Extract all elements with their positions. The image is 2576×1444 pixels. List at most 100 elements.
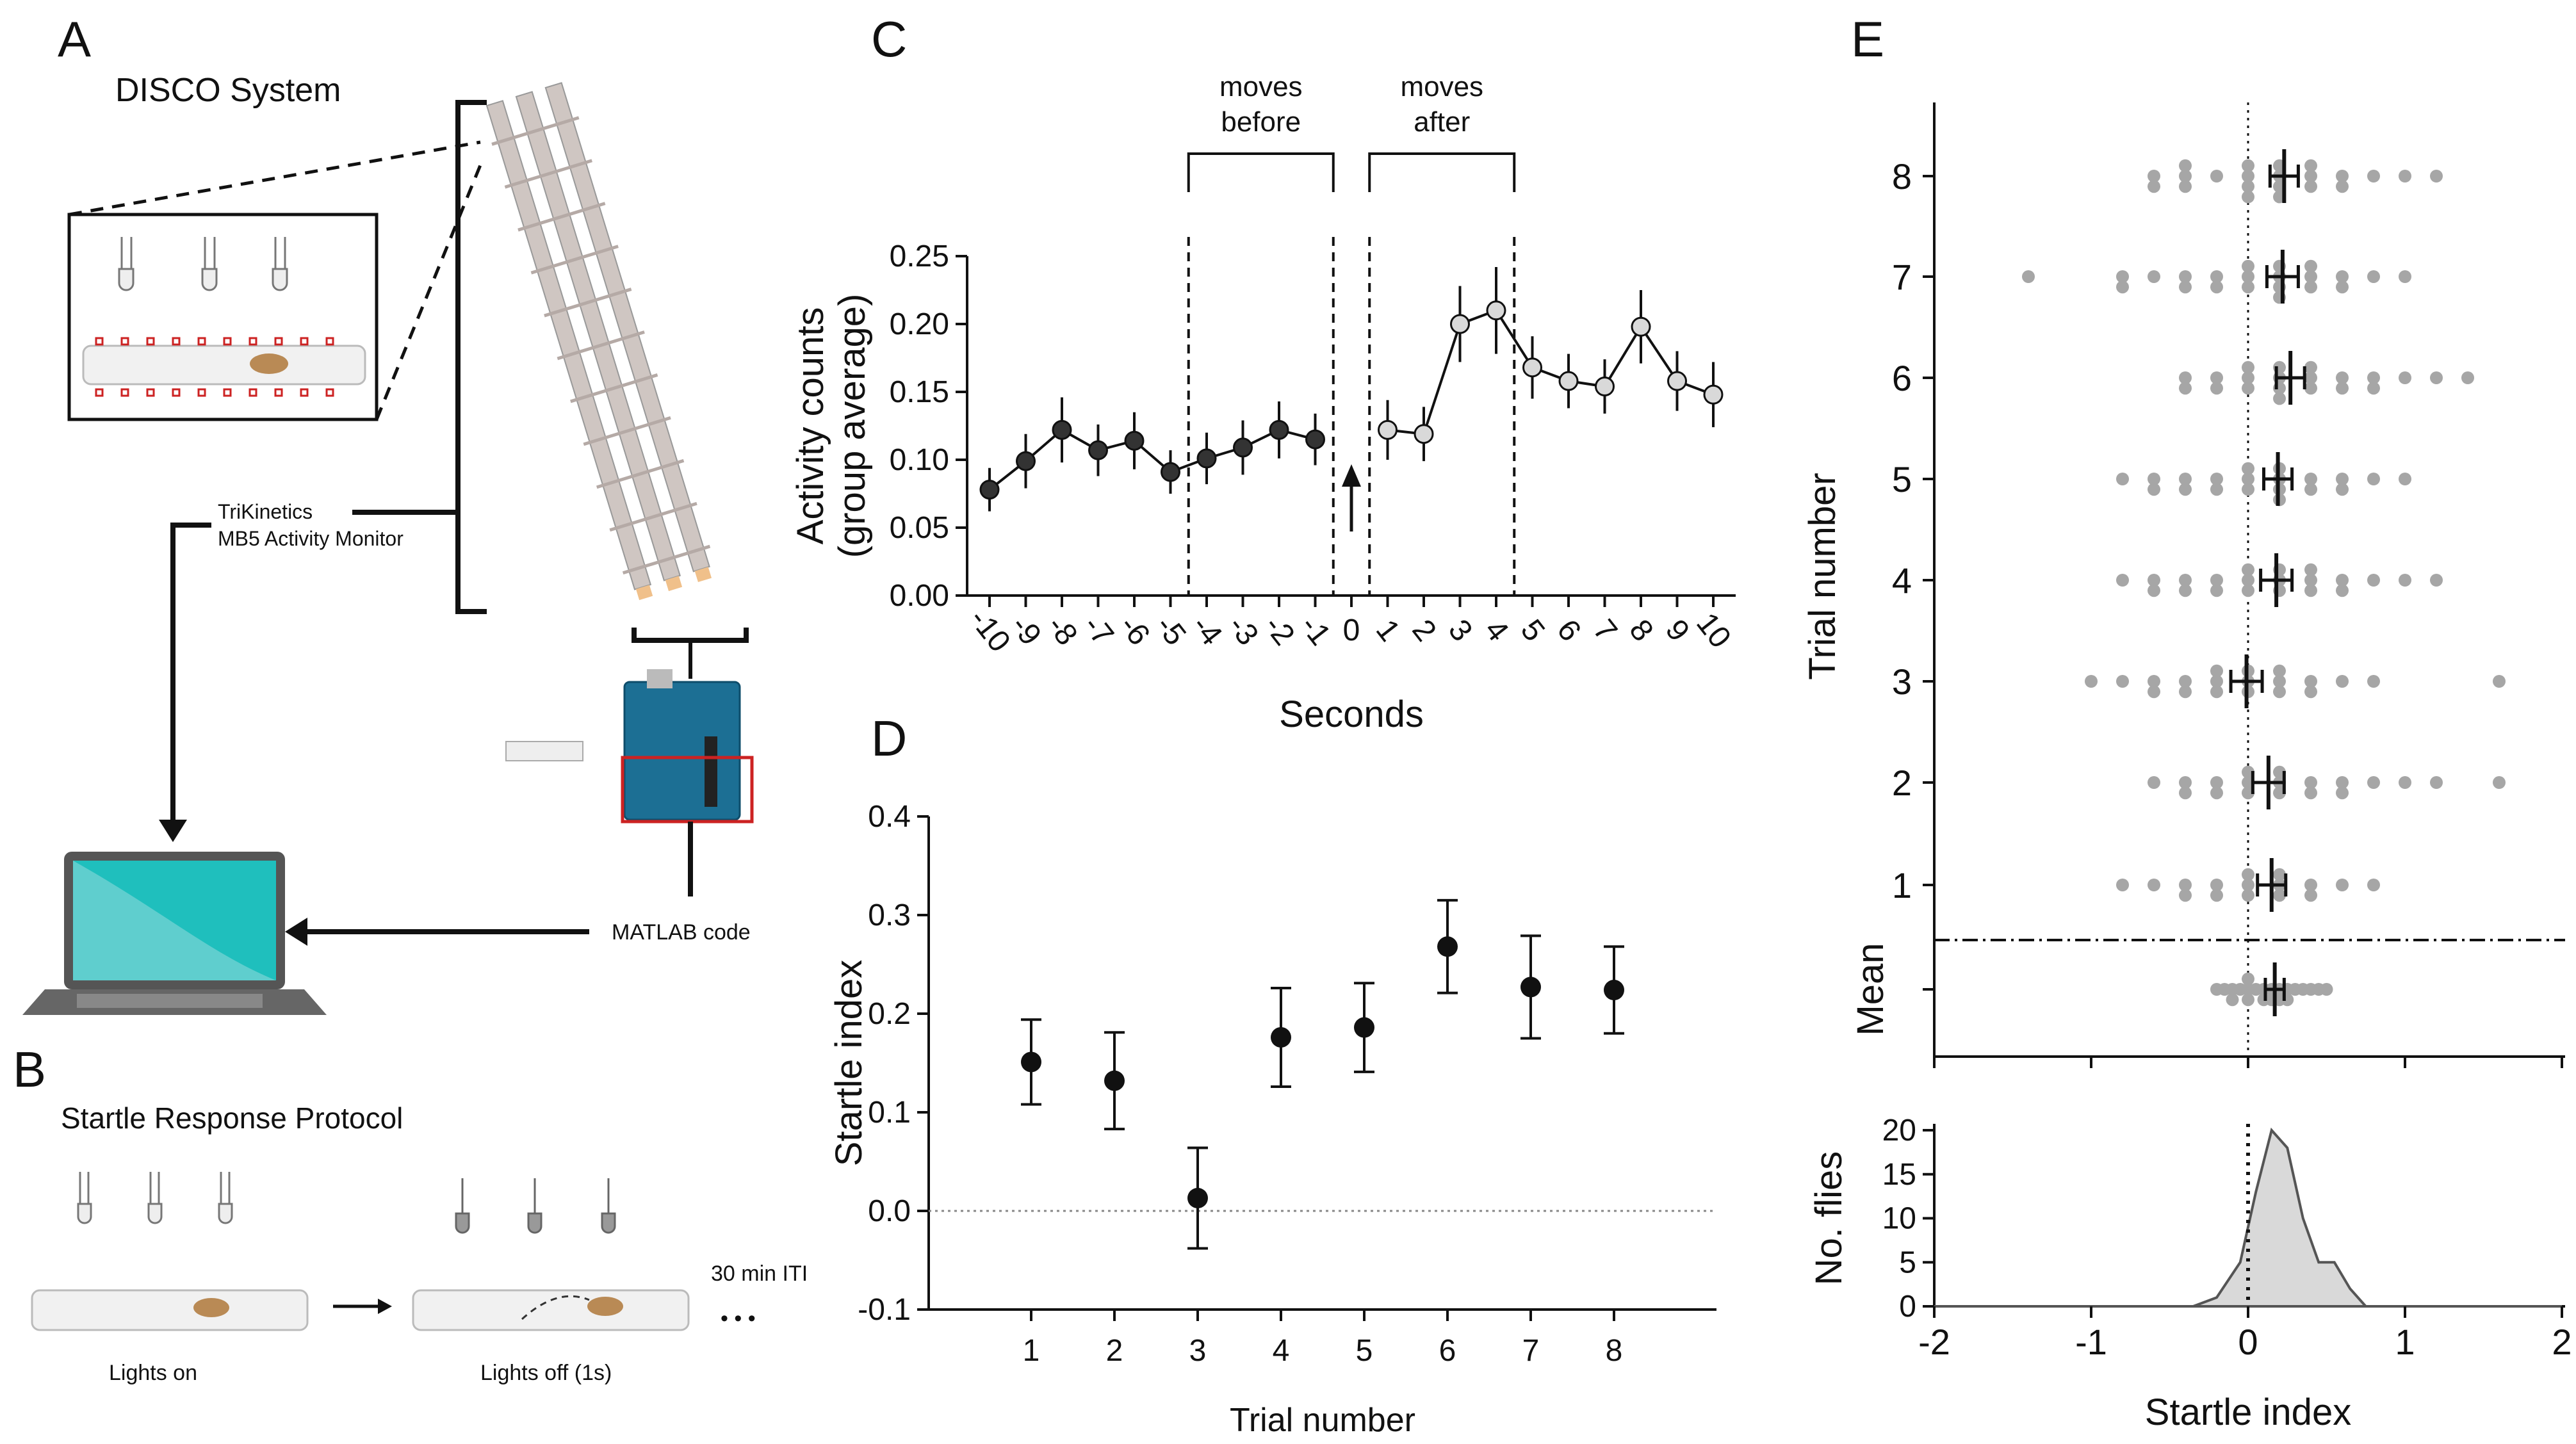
data-point [979,480,1000,500]
data-point [2179,371,2192,384]
data-point [1703,384,1724,405]
data-point [1161,462,1180,482]
data-point [2116,473,2129,485]
led-icon [118,237,288,291]
data-point [2304,786,2317,800]
data-point [2242,190,2254,204]
data-point [2242,159,2254,172]
data-point [2399,371,2411,384]
iti-label: 30 min ITI [711,1261,808,1286]
chart-c: 0.000.050.100.150.200.25-10-9-8-7-6-5-4-… [790,71,1738,735]
data-point [2399,170,2411,183]
x-tick-label: -1 [2075,1322,2107,1362]
x-tick-label: 10 [1690,606,1738,654]
group-label: before [1221,106,1301,138]
data-point [2336,776,2349,789]
x-tick-label: 0 [2238,1322,2258,1362]
data-point [2336,170,2349,183]
data-point [1104,1070,1125,1091]
data-point [2148,170,2160,183]
data-point [2242,180,2254,193]
data-point [2242,382,2254,395]
row-label: 2 [1892,763,1912,803]
panel-letter-e: E [1851,11,1884,67]
data-point [1187,1187,1208,1208]
data-point [2336,584,2349,597]
data-point [2210,889,2223,902]
data-point [2210,574,2223,587]
y-axis-title: Activity counts [790,307,831,545]
data-point [2399,473,2411,485]
data-point [2242,371,2254,384]
data-point [1520,977,1541,998]
data-point [2430,776,2443,789]
y-tick-label: 0.0 [868,1194,911,1228]
series-line [988,428,1316,491]
data-point [2179,574,2192,587]
data-point [2273,685,2286,699]
data-point [2210,786,2223,800]
data-point [2367,879,2380,891]
data-point [2367,675,2380,688]
data-point [1378,419,1398,440]
y-tick-label: 0.4 [868,800,911,834]
lights-on-setup [31,1172,309,1331]
data-point [1437,936,1458,957]
data-point [2304,280,2317,294]
data-point [1486,300,1506,321]
data-point [1124,430,1145,451]
data-point [2242,170,2254,183]
row-label: 6 [1892,358,1912,398]
lights-off-setup [412,1178,690,1331]
data-point [1604,980,1624,1001]
x-tick-label: 5 [1356,1334,1373,1368]
group-label: moves [1400,71,1483,102]
arrow-head-left-icon [285,918,307,946]
data-point [2148,180,2160,193]
data-point [2242,473,2254,485]
data-point [2273,889,2286,902]
data-point [2367,574,2380,587]
data-point [2336,270,2349,283]
x-tick-label: 4 [1273,1334,1290,1368]
x-axis-title: Startle index [2145,1391,2351,1433]
arrow-icon [170,523,589,934]
stimulus-arrow-head-icon [1342,464,1361,487]
data-point [2304,270,2317,283]
panel-letter-a: A [58,11,91,67]
group-bracket [1187,152,1335,192]
data-point [2242,270,2254,283]
data-point [2367,170,2380,183]
arduino-board-icon [505,628,754,896]
data-point [2179,889,2192,902]
y-tick-label: 0.3 [868,898,911,932]
data-point [2242,879,2254,891]
data-point [2273,675,2286,688]
monitor-bracket [352,100,487,614]
panel-d: D -0.1 0.0 0.1 0.2 0.3 0.4 1 2 3 4 5 6 7 8 Trial numbe… [828,710,1716,1439]
data-point [2304,776,2317,789]
data-point [2304,584,2317,597]
y-tick-label: 10 [1882,1202,1916,1236]
data-point [2179,170,2192,183]
data-point [2242,972,2254,986]
data-point [1196,448,1217,469]
data-point [2210,483,2223,496]
data-point [2304,685,2317,699]
data-point [2399,270,2411,283]
data-point [2304,382,2317,395]
x-tick-label: 8 [1606,1334,1623,1368]
data-point [2179,473,2192,485]
y-tick-label: 0.05 [890,511,949,545]
y-axis-title: Trial number [1802,473,1843,679]
y-tick-label: 0.10 [890,443,949,477]
data-point [2367,776,2380,789]
data-point [2148,574,2160,587]
data-point [1052,419,1072,440]
fly-icon [250,353,288,374]
data-point [2179,786,2192,800]
data-point [2148,879,2160,891]
data-point [2210,170,2223,183]
data-point [2430,371,2443,384]
